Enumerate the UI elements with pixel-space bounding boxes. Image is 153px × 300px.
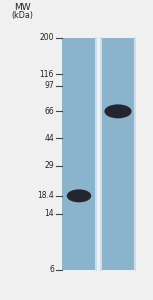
Text: 66: 66 (44, 107, 54, 116)
Text: 18.4: 18.4 (37, 191, 54, 200)
Text: 44: 44 (44, 134, 54, 143)
Text: (kDa): (kDa) (11, 11, 33, 20)
Ellipse shape (104, 104, 132, 118)
Text: 29: 29 (44, 161, 54, 170)
Bar (62, 38, 96, 270)
Text: MW: MW (14, 3, 30, 12)
Text: 14: 14 (44, 209, 54, 218)
Text: 97: 97 (44, 81, 54, 90)
Text: 6: 6 (49, 266, 54, 274)
Text: 116: 116 (40, 70, 54, 79)
Text: 200: 200 (39, 34, 54, 43)
Ellipse shape (67, 189, 91, 203)
Bar (101, 38, 135, 270)
